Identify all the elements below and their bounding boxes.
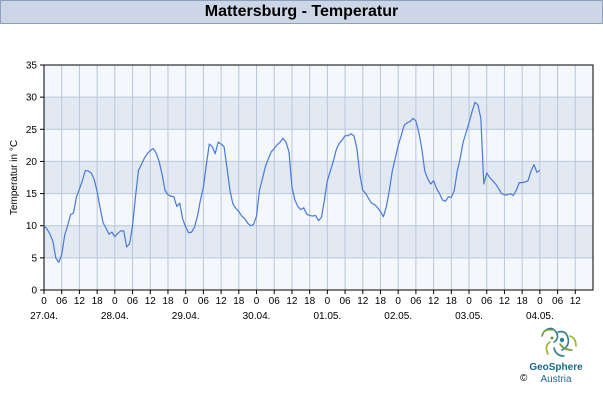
x-tick-label: 06: [198, 296, 210, 307]
date-label: 29.04.: [172, 311, 200, 322]
date-label: 04.05.: [526, 311, 554, 322]
date-label: 28.04.: [101, 311, 129, 322]
plot-band: [44, 225, 593, 258]
x-tick-label: 12: [428, 296, 440, 307]
x-tick-label: 18: [162, 296, 174, 307]
plot-border: [43, 64, 594, 291]
x-tick-label: 18: [304, 296, 316, 307]
x-tick-label: 18: [92, 296, 104, 307]
logo-sub: Austria: [540, 374, 572, 385]
chart-title-bar: Mattersburg - Temperatur: [0, 0, 603, 24]
x-tick-label: 18: [446, 296, 458, 307]
y-tick-label: 0: [31, 286, 37, 297]
x-tick-label: 0: [466, 296, 472, 307]
y-axis-label: Temperatur in °C: [9, 140, 20, 215]
x-tick-label: 0: [325, 296, 331, 307]
y-tick-label: 10: [26, 221, 38, 232]
y-tick-label: 35: [26, 61, 38, 72]
y-tick-label: 20: [26, 157, 38, 168]
x-tick-label: 0: [112, 296, 118, 307]
geosphere-logo-icon: [541, 327, 577, 357]
x-tick-label: 06: [269, 296, 281, 307]
plot-band: [44, 97, 593, 130]
chart-title: Mattersburg - Temperatur: [204, 3, 399, 20]
x-tick-label: 06: [127, 296, 139, 307]
x-tick-label: 12: [286, 296, 298, 307]
x-tick-label: 0: [41, 296, 47, 307]
copyright-symbol: ©: [520, 373, 528, 384]
x-tick-label: 0: [254, 296, 260, 307]
temperature-series-line: [43, 101, 541, 263]
y-tick-label: 5: [31, 253, 37, 264]
y-tick-label: 30: [26, 93, 38, 104]
date-label: 30.04.: [243, 311, 271, 322]
x-tick-label: 06: [481, 296, 493, 307]
x-tick-label: 18: [233, 296, 245, 307]
x-tick-label: 12: [74, 296, 86, 307]
logo-name: GeoSphere: [529, 362, 583, 373]
x-tick-label: 18: [375, 296, 387, 307]
x-tick-label: 12: [570, 296, 582, 307]
x-tick-label: 12: [145, 296, 157, 307]
y-tick-label: 25: [26, 125, 38, 136]
geosphere-logo: GeoSphere Austria: [516, 322, 596, 388]
x-tick-label: 0: [395, 296, 401, 307]
x-tick-label: 12: [357, 296, 369, 307]
date-label: 01.05.: [313, 311, 341, 322]
x-tick-label: 12: [499, 296, 511, 307]
plot-band: [44, 161, 593, 194]
x-tick-label: 06: [56, 296, 68, 307]
date-label: 03.05.: [455, 311, 483, 322]
x-tick-label: 0: [183, 296, 189, 307]
x-tick-label: 06: [552, 296, 564, 307]
date-label: 27.04.: [30, 311, 58, 322]
date-label: 02.05.: [384, 311, 412, 322]
x-tick-label: 06: [340, 296, 352, 307]
y-tick-label: 15: [26, 189, 38, 200]
x-tick-label: 12: [216, 296, 228, 307]
x-tick-label: 0: [537, 296, 543, 307]
x-tick-label: 18: [517, 296, 529, 307]
x-tick-label: 06: [410, 296, 422, 307]
